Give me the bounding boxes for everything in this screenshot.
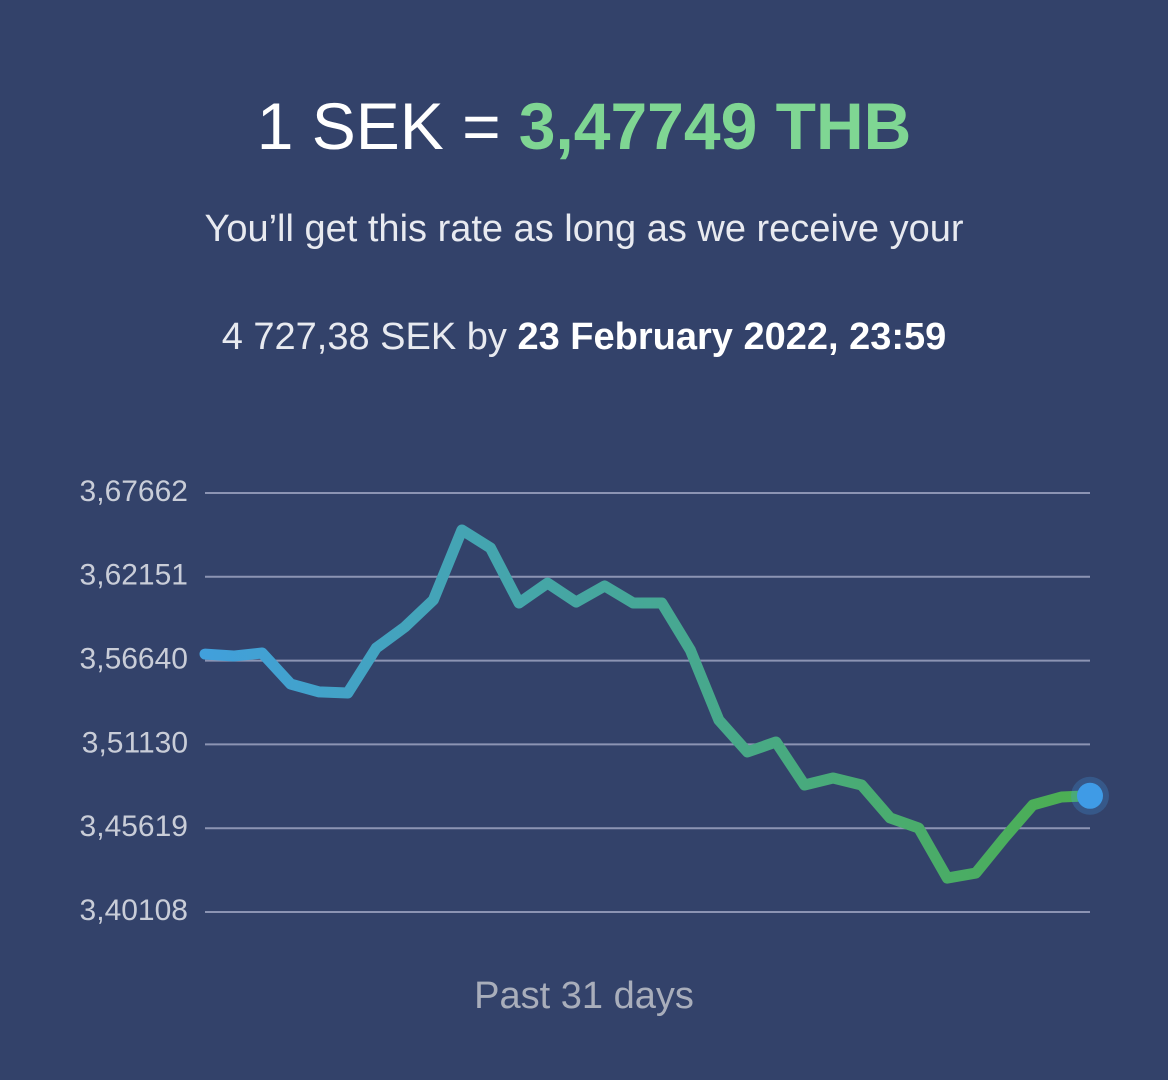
amount: 4 727,38 SEK by bbox=[221, 316, 507, 358]
y-tick-label: 3,45619 bbox=[80, 810, 188, 843]
subtitle: You’ll get this rate as long as we recei… bbox=[204, 208, 964, 250]
deadline-line: 4 727,38 SEK by 23 February 2022, 23:59 bbox=[0, 316, 1168, 359]
current-rate-dot bbox=[1077, 782, 1103, 809]
y-tick-label: 3,51130 bbox=[82, 726, 188, 759]
y-tick-label: 3,40108 bbox=[80, 894, 188, 927]
deadline: 23 February 2022, 23:59 bbox=[517, 316, 947, 358]
y-tick-label: 3,56640 bbox=[80, 643, 188, 676]
rate-heading: 1 SEK = 3,47749 THB bbox=[0, 84, 1168, 168]
rate-line bbox=[199, 524, 1096, 884]
y-tick-label: 3,67662 bbox=[80, 475, 188, 508]
x-axis-label: Past 31 days bbox=[474, 975, 694, 1017]
rate-left: 1 SEK = bbox=[256, 89, 501, 163]
rate-right: 3,47749 THB bbox=[518, 89, 912, 163]
y-tick-label: 3,62151 bbox=[80, 559, 188, 592]
